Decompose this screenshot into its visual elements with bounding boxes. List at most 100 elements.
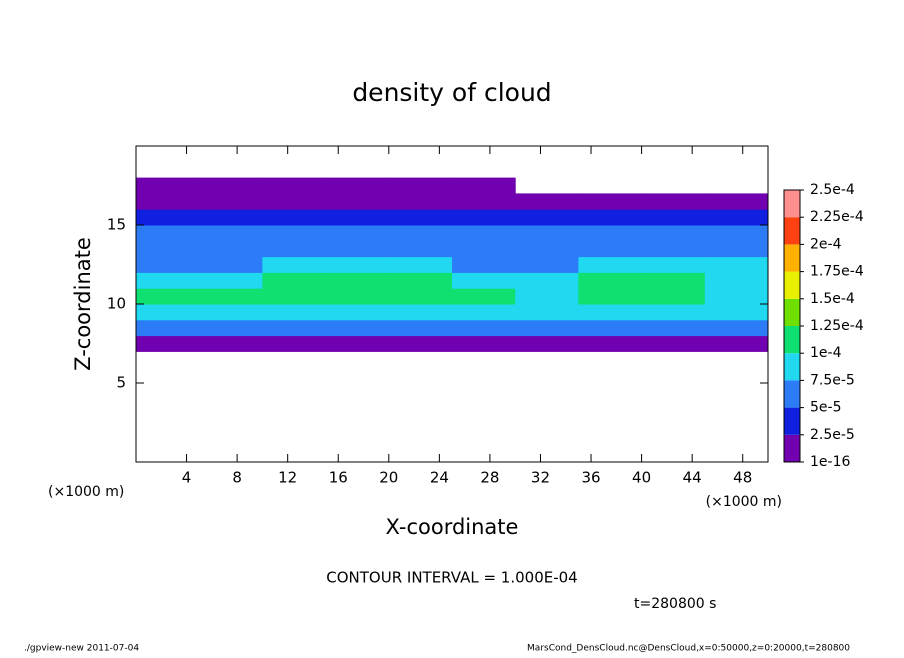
colorbar-band xyxy=(784,353,800,381)
y-unit: (×1000 m) xyxy=(48,484,124,500)
cell xyxy=(136,288,200,305)
colorbar-label: 1e-16 xyxy=(810,454,850,470)
cell xyxy=(515,209,579,226)
colorbar-label: 7.5e-5 xyxy=(810,372,855,388)
cell xyxy=(388,256,453,273)
cell xyxy=(388,272,453,289)
colorbar-band xyxy=(784,271,800,299)
cell xyxy=(452,193,516,210)
cell xyxy=(325,177,390,194)
cell xyxy=(515,256,579,273)
cell xyxy=(388,177,453,194)
cell xyxy=(704,225,769,242)
cell xyxy=(578,319,643,337)
cell xyxy=(641,272,706,289)
x-tick-label: 8 xyxy=(232,469,242,487)
cell xyxy=(704,256,769,273)
colorbar-band xyxy=(784,434,800,462)
cell xyxy=(199,272,263,289)
cell xyxy=(136,240,200,258)
y-axis-label: Z-coordinate xyxy=(71,237,95,371)
colorbar-label: 1e-4 xyxy=(810,345,842,361)
cell xyxy=(515,272,579,289)
cell xyxy=(262,193,327,210)
cell xyxy=(136,177,200,194)
cell xyxy=(641,288,706,305)
cell xyxy=(704,272,769,289)
cell xyxy=(199,335,263,352)
cell xyxy=(515,240,579,258)
cell xyxy=(199,240,263,258)
colorbar-band xyxy=(784,298,800,326)
cell xyxy=(136,335,200,352)
cell xyxy=(452,272,516,289)
cell xyxy=(578,209,643,226)
cell xyxy=(452,304,516,321)
cell xyxy=(325,319,390,337)
cell xyxy=(136,225,200,242)
colorbar-label: 2e-4 xyxy=(810,236,842,252)
cell xyxy=(199,304,263,321)
cell xyxy=(199,288,263,305)
y-tick-label: 15 xyxy=(107,216,126,234)
cell xyxy=(262,225,327,242)
cell xyxy=(515,335,579,352)
cell xyxy=(199,319,263,337)
colorbar-band xyxy=(784,190,800,218)
cell xyxy=(704,193,769,210)
contour-note: CONTOUR INTERVAL = 1.000E-04 xyxy=(326,569,577,587)
cell xyxy=(262,272,327,289)
cell xyxy=(136,193,200,210)
cell xyxy=(262,319,327,337)
cell xyxy=(262,209,327,226)
cell xyxy=(388,304,453,321)
x-tick-label: 32 xyxy=(531,469,550,487)
cell xyxy=(325,304,390,321)
colorbar-label: 2.25e-4 xyxy=(810,209,864,225)
cell xyxy=(452,335,516,352)
cell xyxy=(136,256,200,273)
cell xyxy=(578,288,643,305)
cell xyxy=(388,319,453,337)
cell xyxy=(515,288,579,305)
cell xyxy=(515,319,579,337)
colorbar-label: 1.75e-4 xyxy=(810,264,864,280)
colorbar-band xyxy=(784,217,800,245)
cell xyxy=(325,225,390,242)
cell xyxy=(325,209,390,226)
cell xyxy=(578,335,643,352)
x-unit: (×1000 m) xyxy=(706,494,782,510)
cell xyxy=(325,272,390,289)
cell xyxy=(388,193,453,210)
cell xyxy=(262,256,327,273)
cell xyxy=(388,225,453,242)
x-tick-label: 16 xyxy=(329,469,348,487)
cell xyxy=(578,193,643,210)
cell xyxy=(199,193,263,210)
cell xyxy=(641,335,706,352)
colorbar-label: 5e-5 xyxy=(810,400,841,416)
cell xyxy=(262,288,327,305)
cell xyxy=(641,225,706,242)
cell xyxy=(452,209,516,226)
cell xyxy=(452,177,516,194)
time-note: t=280800 s xyxy=(634,596,716,612)
cell xyxy=(199,256,263,273)
colorbar-band xyxy=(784,326,800,354)
cell xyxy=(136,319,200,337)
cell xyxy=(704,209,769,226)
colorbar-label: 1.5e-4 xyxy=(810,291,855,307)
cell xyxy=(641,256,706,273)
x-tick-label: 48 xyxy=(733,469,752,487)
cell xyxy=(199,177,263,194)
axes: 4 8 12 16 20 24 28 32 36 40 44 48510151e-162.5e-55e… xyxy=(107,145,864,487)
y-tick-label: 5 xyxy=(116,374,126,392)
cell xyxy=(325,256,390,273)
cell xyxy=(704,240,769,258)
footer-right: MarsCond_DensCloud.nc@DensCloud,x=0:5000… xyxy=(527,644,850,654)
cell xyxy=(452,288,516,305)
x-tick-label: 24 xyxy=(430,469,449,487)
cell xyxy=(452,256,516,273)
x-tick-label: 44 xyxy=(683,469,702,487)
footer-left: ./gpview-new 2011-07-04 xyxy=(24,644,139,654)
